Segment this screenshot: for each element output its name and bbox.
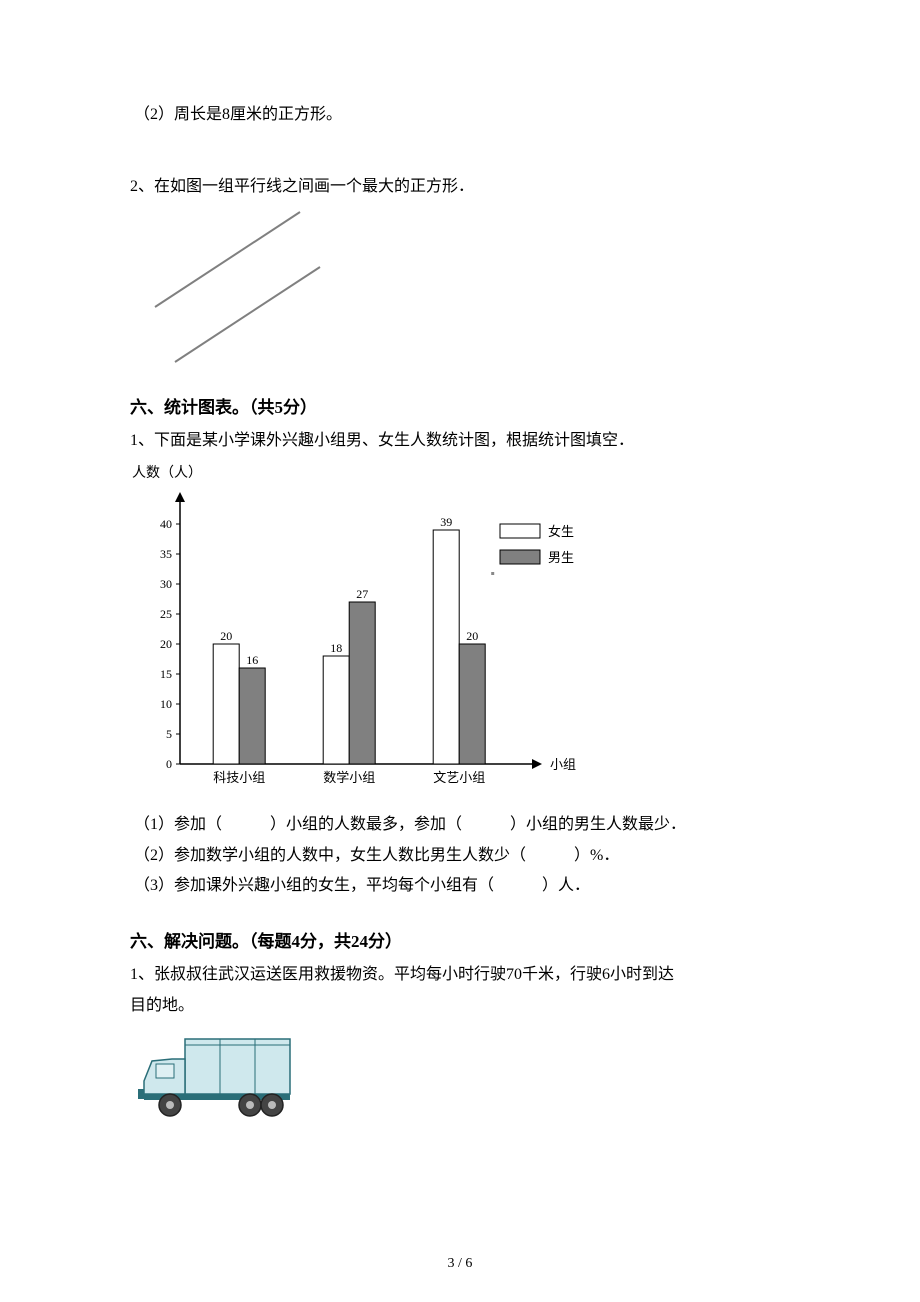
svg-text:30: 30 (160, 577, 172, 591)
svg-text:男生: 男生 (548, 550, 574, 565)
svg-text:40: 40 (160, 517, 172, 531)
section-6a-sub2: （2）参加数学小组的人数中，女生人数比男生人数少（ ）%． (130, 841, 790, 871)
parallel-line-2 (175, 267, 320, 362)
svg-text:15: 15 (160, 667, 172, 681)
svg-text:20: 20 (160, 637, 172, 651)
svg-text:10: 10 (160, 697, 172, 711)
svg-text:0: 0 (166, 757, 172, 771)
parallel-lines-figure (130, 207, 330, 367)
svg-text:女生: 女生 (548, 524, 574, 539)
svg-text:文艺小组: 文艺小组 (433, 770, 485, 785)
svg-text:20: 20 (220, 629, 232, 643)
section-6b-q1a: 1、张叔叔往武汉运送医用救援物资。平均每小时行驶70千米，行驶6小时到达 (130, 960, 790, 990)
svg-text:35: 35 (160, 547, 172, 561)
svg-text:科技小组: 科技小组 (213, 770, 265, 785)
svg-text:39: 39 (440, 515, 452, 529)
svg-text:5: 5 (166, 727, 172, 741)
section-6b-title: 六、解决问题。（每题4分，共24分） (130, 927, 790, 952)
question-2-sub: （2）周长是8厘米的正方形。 (130, 100, 790, 130)
svg-text:小组: 小组 (550, 757, 576, 772)
parallel-line-1 (155, 212, 300, 307)
page-footer: 3 / 6 (0, 1256, 920, 1272)
chart-container: 人数（人） 0 5 10 15 20 25 30 35 40 小组 20 16 科技小组 18 27 数学小组… (130, 462, 790, 804)
page-root: （2）周长是8厘米的正方形。 2、在如图一组平行线之间画一个最大的正方形． 六、… (0, 0, 920, 1302)
truck-icon (130, 1031, 300, 1121)
bar-chart: 0 5 10 15 20 25 30 35 40 小组 20 16 科技小组 18 27 数学小组 39 20 文艺… (130, 484, 610, 804)
svg-text:25: 25 (160, 607, 172, 621)
svg-text:27: 27 (356, 587, 368, 601)
svg-text:20: 20 (466, 629, 478, 643)
section-6a-q1: 1、下面是某小学课外兴趣小组男、女生人数统计图，根据统计图填空． (130, 426, 790, 456)
section-6b-q1b: 目的地。 (130, 991, 790, 1021)
question-2: 2、在如图一组平行线之间画一个最大的正方形． (130, 172, 790, 202)
section-6a-sub3: （3）参加课外兴趣小组的女生，平均每个小组有（ ）人． (130, 871, 790, 901)
truck-figure (130, 1031, 790, 1121)
chart-ylabel: 人数（人） (130, 462, 790, 482)
section-6a-sub1: （1）参加（ ）小组的人数最多，参加（ ）小组的男生人数最少． (130, 810, 790, 840)
section-6a-title: 六、统计图表。（共5分） (130, 393, 790, 418)
svg-text:数学小组: 数学小组 (323, 770, 375, 785)
svg-text:16: 16 (246, 653, 258, 667)
svg-text:18: 18 (330, 641, 342, 655)
